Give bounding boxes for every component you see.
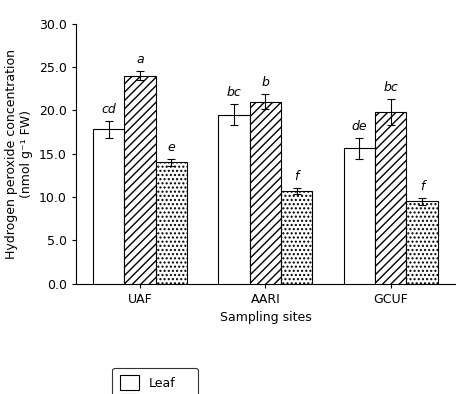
Bar — [250, 102, 281, 284]
Bar — [375, 112, 407, 284]
Bar — [344, 149, 375, 284]
Text: bc: bc — [383, 81, 398, 94]
Text: f: f — [295, 170, 299, 183]
Legend: Leaf, Flower, Root: Leaf, Flower, Root — [112, 368, 198, 394]
Text: a: a — [136, 53, 144, 66]
Text: cd: cd — [101, 102, 116, 115]
Bar — [407, 201, 438, 284]
Y-axis label: Hydrogen peroxide concentration
(nmol g⁻¹ FW): Hydrogen peroxide concentration (nmol g⁻… — [5, 49, 33, 258]
Text: de: de — [352, 120, 367, 133]
Bar — [281, 191, 312, 284]
Bar — [156, 162, 187, 284]
X-axis label: Sampling sites: Sampling sites — [219, 311, 311, 324]
Text: f: f — [420, 180, 424, 193]
Text: e: e — [167, 141, 175, 154]
Bar — [93, 129, 124, 284]
Text: bc: bc — [227, 86, 241, 99]
Bar — [124, 76, 156, 284]
Bar — [219, 115, 250, 284]
Text: b: b — [262, 76, 269, 89]
